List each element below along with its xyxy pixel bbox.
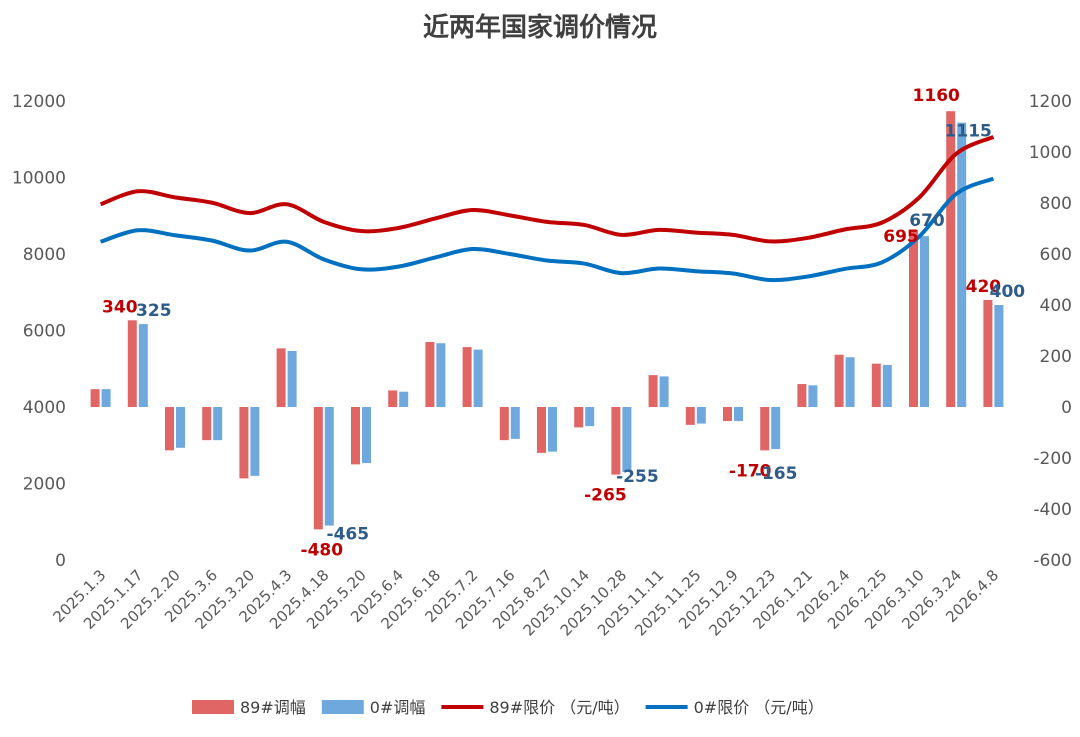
bar-0 — [994, 305, 1004, 407]
bar-0 — [771, 407, 781, 450]
right-tick-label: -400 — [1033, 500, 1072, 520]
left-tick-label: 4000 — [23, 398, 66, 418]
right-tick-label: 800 — [1040, 194, 1072, 214]
bar-0 — [399, 391, 409, 407]
bar-89 — [797, 384, 807, 407]
right-tick-label: 0 — [1061, 398, 1072, 418]
left-tick-label: 8000 — [23, 245, 66, 265]
bar-0 — [882, 364, 892, 407]
bar-0 — [176, 407, 185, 448]
bar-89 — [351, 407, 360, 465]
data-label-0: -165 — [755, 464, 798, 484]
right-tick-label: 1200 — [1029, 92, 1072, 112]
bar-89 — [90, 389, 100, 407]
data-label-0: -465 — [327, 525, 370, 545]
chart-title: 近两年国家调价情况 — [423, 12, 657, 43]
line-series — [99, 135, 995, 283]
right-tick-label: 600 — [1040, 245, 1072, 265]
bar-0 — [659, 376, 669, 407]
left-tick-label: 0 — [55, 551, 66, 571]
bar-89 — [276, 348, 286, 407]
line-89-price — [99, 135, 995, 244]
bar-0 — [548, 407, 557, 452]
bar-89 — [611, 407, 621, 475]
bar-89 — [574, 407, 584, 428]
bar-89 — [462, 347, 472, 407]
bar-89 — [909, 229, 918, 407]
bar-89 — [983, 299, 993, 407]
bar-89 — [127, 320, 137, 407]
bar-0 — [362, 407, 371, 464]
x-axis: 2025.1.32025.1.172025.2.202025.3.62025.3… — [49, 566, 1002, 639]
bar-0 — [920, 236, 929, 407]
bar-89 — [648, 375, 658, 407]
legend-label: 89#调幅 — [240, 698, 306, 717]
bar-89 — [313, 407, 323, 530]
bar-89 — [834, 354, 844, 407]
data-label-0: -255 — [616, 467, 659, 487]
right-tick-label: 400 — [1040, 296, 1072, 316]
bar-0 — [287, 350, 297, 407]
bar-0 — [473, 349, 483, 407]
data-label-0: 325 — [136, 301, 172, 321]
bar-0 — [510, 407, 520, 439]
legend-swatch — [192, 700, 234, 714]
bar-0 — [808, 385, 818, 407]
data-label-0: 400 — [990, 282, 1026, 302]
data-label-89: 1160 — [913, 86, 960, 106]
legend: 89#调幅 0#调幅 89#限价 （元/吨） 0#限价 （元/吨） — [192, 698, 824, 717]
data-label-89: -265 — [584, 486, 627, 506]
bar-0 — [138, 324, 148, 407]
bar-89 — [239, 407, 249, 479]
legend-label: 89#限价 （元/吨） — [489, 698, 629, 717]
bar-0 — [845, 357, 855, 407]
right-tick-label: 1000 — [1029, 143, 1072, 163]
left-tick-label: 6000 — [23, 322, 66, 342]
bar-0 — [585, 407, 595, 427]
bar-89 — [499, 407, 509, 441]
bar-0 — [957, 122, 967, 408]
data-labels: 340 -480 -265 -170 695 1160 420 325 -465 -255 -165… — [102, 86, 1025, 560]
data-label-89: 420 — [966, 277, 1002, 297]
legend-label: 0#限价 （元/吨） — [694, 698, 824, 717]
data-label-89: -170 — [729, 461, 772, 481]
bar-89 — [871, 363, 881, 407]
bar-0 — [622, 407, 632, 473]
left-tick-label: 12000 — [12, 92, 66, 112]
data-label-0: 1115 — [945, 122, 992, 142]
left-tick-label: 2000 — [23, 475, 66, 495]
bar-89 — [537, 407, 546, 453]
right-tick-label: -200 — [1033, 449, 1072, 469]
legend-swatch — [321, 700, 364, 714]
left-axis: 0 2000 4000 6000 8000 10000 12000 — [12, 92, 66, 571]
data-label-89: 695 — [883, 227, 919, 247]
bar-0 — [250, 407, 260, 476]
bar-89 — [388, 390, 398, 407]
bar-89 — [760, 407, 770, 451]
bar-89 — [685, 407, 695, 425]
bar-89 — [425, 341, 435, 407]
bar-0 — [213, 407, 223, 441]
line-0-price — [99, 176, 995, 283]
right-tick-label: -600 — [1033, 551, 1072, 571]
legend-label: 0#调幅 — [370, 698, 426, 717]
bar-series — [90, 111, 1004, 530]
bar-89 — [723, 407, 732, 422]
bar-0 — [436, 343, 446, 407]
data-label-89: -480 — [301, 540, 344, 560]
bar-0 — [696, 407, 706, 424]
data-label-0: 670 — [909, 211, 945, 231]
right-axis: -600 -400 -200 0 200 400 600 800 1000 1200 — [1029, 92, 1072, 571]
bar-0 — [324, 407, 334, 526]
bar-89 — [165, 407, 174, 451]
bar-89 — [946, 111, 956, 407]
bar-89 — [202, 407, 212, 441]
left-tick-label: 10000 — [12, 169, 66, 189]
data-label-89: 340 — [102, 297, 138, 317]
bar-0 — [101, 389, 111, 407]
right-tick-label: 200 — [1040, 347, 1072, 367]
bar-0 — [734, 407, 743, 422]
